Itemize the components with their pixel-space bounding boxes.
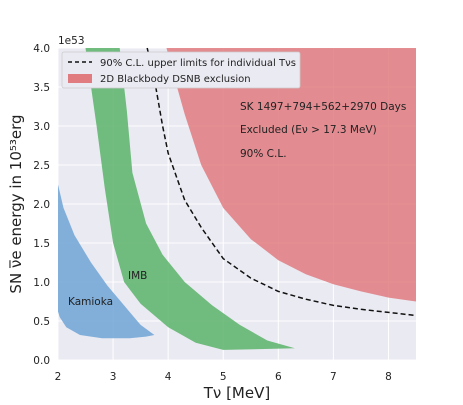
- y-tick-label: 0.5: [33, 316, 50, 328]
- legend: 90% C.L. upper limits for individual Tνs…: [61, 51, 301, 89]
- y-offset-label: 1e53: [58, 35, 85, 47]
- lines: [146, 47, 417, 317]
- legend-dsnb-swatch: [68, 74, 92, 83]
- y-tick-label: 1.5: [33, 238, 50, 250]
- region-2d-blackbody-dsnb-exclusion: [166, 48, 416, 302]
- x-tick-label: 8: [385, 371, 392, 383]
- x-axis-label: Tν [MeV]: [203, 384, 270, 402]
- x-tick-label: 2: [55, 371, 62, 383]
- kamioka-label: Kamioka: [68, 296, 113, 308]
- x-tick-label: 7: [330, 371, 337, 383]
- legend-label-dsnb: 2D Blackbody DSNB exclusion: [100, 74, 251, 85]
- y-tick-label: 2.0: [33, 199, 50, 211]
- region-labels: Kamioka IMB: [68, 270, 147, 308]
- y-tick-label: 2.5: [33, 160, 50, 172]
- y-tick-label: 3.0: [33, 121, 50, 133]
- annotation-threshold: Excluded (Eν > 17.3 MeV): [240, 124, 377, 136]
- y-tick-label: 4.0: [33, 43, 50, 55]
- annotations: SK 1497+794+562+2970 Days Excluded (Eν >…: [240, 101, 406, 160]
- legend-box: [61, 51, 301, 89]
- legend-label-upper-limits: 90% C.L. upper limits for individual Tνs: [100, 58, 296, 69]
- region-kamioka: [58, 184, 155, 339]
- annotation-exposure: SK 1497+794+562+2970 Days: [240, 101, 406, 113]
- y-tick-label: 3.5: [33, 82, 50, 94]
- x-tick-label: 6: [275, 371, 282, 383]
- imb-label: IMB: [128, 270, 147, 282]
- x-tick-labels: 2 3 4 5 6 7 8: [55, 371, 392, 383]
- x-tick-label: 3: [110, 371, 117, 383]
- x-tick-label: 5: [220, 371, 227, 383]
- annotation-confidence: 90% C.L.: [240, 148, 287, 160]
- y-tick-labels: 0.0 0.5 1.0 1.5 2.0 2.5 3.0 3.5 4.0: [33, 43, 50, 367]
- region-imb: [85, 48, 295, 350]
- x-tick-label: 4: [165, 371, 172, 383]
- regions: [58, 48, 416, 350]
- y-tick-label: 1.0: [33, 277, 50, 289]
- upper-limit-curve: [146, 47, 417, 317]
- y-tick-label: 0.0: [33, 355, 50, 367]
- y-axis-label: SN ν̅e energy in 10⁵³erg: [7, 114, 25, 293]
